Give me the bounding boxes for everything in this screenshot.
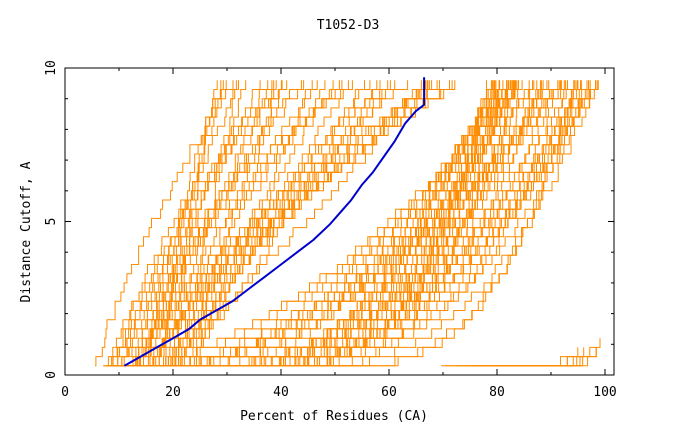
x-tick-label: 100 [593,385,616,400]
model-line [103,80,430,367]
x-tick-label: 20 [165,385,181,400]
model-line [252,80,511,367]
x-tick-label: 60 [381,385,397,400]
model-line [263,80,581,367]
model-line [250,80,550,367]
model-line [445,347,579,367]
model-line [178,80,326,367]
model-line [213,80,596,367]
model-line [133,80,273,367]
x-tick-label: 80 [489,385,505,400]
model-line [180,80,391,367]
model-line [270,80,492,367]
model-line [127,80,353,367]
model-line [473,356,584,367]
x-tick-label: 40 [273,385,289,400]
x-axis: 0 20 40 60 80 100 [61,68,617,400]
model-line [123,80,343,366]
y-axis-label: Distance Cutoff, A [19,161,34,302]
model-line [95,80,234,367]
model-line [257,80,560,367]
model-line [239,80,517,367]
model-line [158,80,453,367]
model-line [192,80,548,367]
model-line [194,80,365,367]
model-line [152,80,227,367]
model-line [161,80,340,367]
x-tick-label: 0 [61,385,69,400]
model-line [162,80,508,367]
model-line [496,347,597,367]
model-line [157,80,247,367]
y-tick-label: 5 [44,218,59,226]
highlight-line [123,77,426,367]
y-axis: 0 5 10 [44,60,614,379]
model-line [497,356,578,367]
model-line [147,80,598,367]
x-axis-label: Percent of Residues (CA) [240,409,428,424]
model-line [245,80,579,367]
model-line [265,80,501,367]
plot-lines [95,77,601,367]
model-line [441,356,574,367]
chart-title: T1052-D3 [317,18,380,33]
model-line [139,80,561,367]
y-tick-label: 0 [44,371,59,379]
model-line [189,80,389,367]
model-line [456,338,601,367]
model-line [149,80,509,367]
model-line [147,80,261,367]
model-line [222,80,515,367]
model-line [277,80,575,367]
model-line [113,80,283,367]
y-tick-label: 10 [44,60,59,76]
